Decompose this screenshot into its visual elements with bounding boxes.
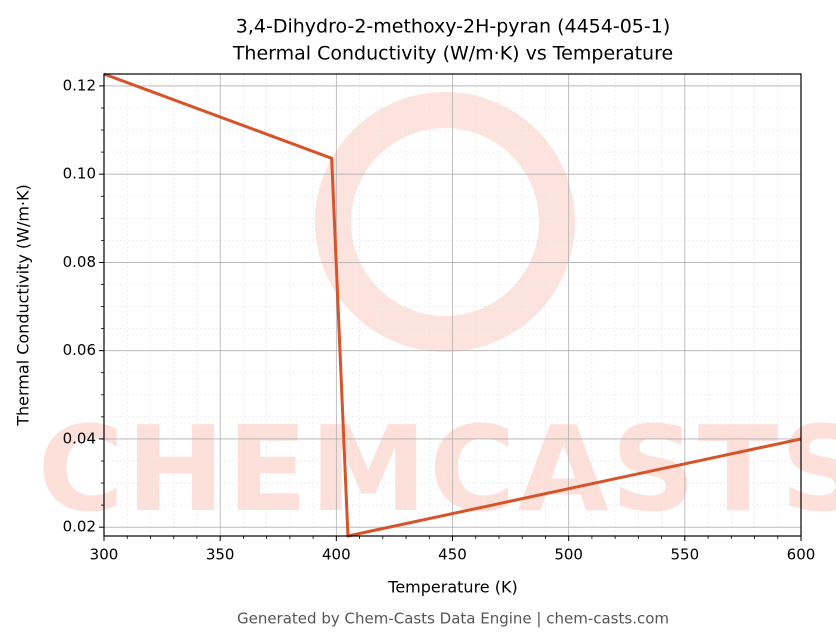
x-tick-label: 550	[671, 546, 700, 564]
x-tick-label: 500	[554, 546, 583, 564]
x-tick-label: 300	[90, 546, 119, 564]
y-axis-label: Thermal Conductivity (W/m·K)	[14, 184, 33, 427]
watermark-logo	[315, 92, 575, 352]
x-tick-label: 350	[206, 546, 235, 564]
y-tick-label: 0.02	[63, 518, 96, 536]
y-tick-label: 0.12	[63, 76, 96, 94]
y-tick-label: 0.10	[63, 165, 96, 183]
plot-frame	[103, 73, 802, 537]
data-line	[104, 72, 801, 538]
y-tick-label: 0.04	[63, 429, 96, 447]
x-tick-label: 450	[438, 546, 467, 564]
y-tick-label: 0.06	[63, 341, 96, 359]
watermark: CHEMCASTS	[38, 400, 836, 538]
chart-title: 3,4-Dihydro-2-methoxy-2H-pyran (4454-05-…	[236, 16, 670, 38]
x-tick-label: 400	[322, 546, 351, 564]
x-tick-label: 600	[787, 546, 816, 564]
x-axis-label: Temperature (K)	[387, 578, 517, 597]
footer: Generated by Chem-Casts Data Engine | ch…	[237, 610, 669, 628]
chart-subtitle: Thermal Conductivity (W/m·K) vs Temperat…	[232, 43, 673, 65]
y-tick-label: 0.08	[63, 253, 96, 271]
